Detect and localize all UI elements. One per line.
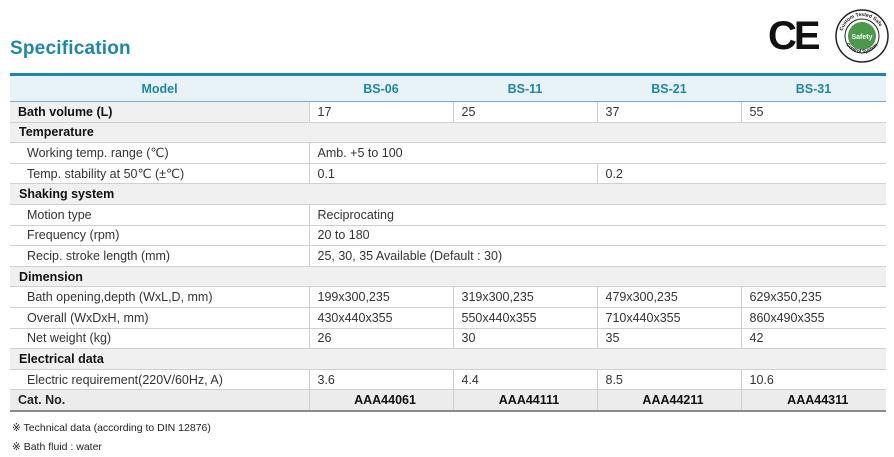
column-header-bs06: BS-06 [309,74,453,102]
cell-value: 3.6 [308,369,453,391]
cell-value: 30 [452,328,597,350]
row-label: Net weight (kg) [10,328,309,350]
cell-value: 26 [308,328,453,350]
row-label: Bath volume (L) [10,101,309,123]
cell-value: 319x300,235 [452,286,597,308]
row-cat-no: Cat. No. AAA44061 AAA44111 AAA44211 AAA4… [10,389,886,412]
section-label: Shaking system [10,183,886,205]
cell-value: 430x440x355 [308,307,453,329]
cell-value: 550x440x355 [452,307,597,329]
column-header-bs31: BS-31 [741,74,886,102]
row-overall: Overall (WxDxH, mm) 430x440x355 550x440x… [10,307,886,329]
page-title: Specification [10,38,131,59]
column-header-model: Model [10,74,309,102]
row-label: Temp. stability at 50℃ (±℃) [10,163,309,185]
cell-value: 55 [740,101,886,123]
cell-value: 20 to 180 [308,225,886,247]
cell-value: 479x300,235 [596,286,741,308]
footnote-technical-data: ※ Technical data (according to DIN 12876… [12,422,211,434]
section-row-dimension: Dimension [10,266,886,288]
cell-value: 25 [452,101,597,123]
row-label: Motion type [10,204,309,226]
cell-value: 42 [740,328,886,350]
cell-value: 37 [596,101,741,123]
cell-value: 629x350,235 [740,286,886,308]
column-header-bs11: BS-11 [453,74,597,102]
cell-value: 710x440x355 [596,307,741,329]
cell-value: 35 [596,328,741,350]
row-label: Cat. No. [10,389,309,412]
row-bath-opening: Bath opening,depth (WxL,D, mm) 199x300,2… [10,286,886,308]
svg-text:Safety: Safety [851,34,872,41]
row-motion-type: Motion type Reciprocating [10,204,886,226]
column-header-bs21: BS-21 [597,74,741,102]
cell-value: 10.6 [740,369,886,391]
row-stroke-length: Recip. stroke length (mm) 25, 30, 35 Ava… [10,245,886,267]
specification-table: Model BS-06 BS-11 BS-21 BS-31 Bath volum… [10,73,886,412]
row-label: Bath opening,depth (WxL,D, mm) [10,286,309,308]
footnotes: ※ Technical data (according to DIN 12876… [12,419,211,457]
row-label: Overall (WxDxH, mm) [10,307,309,329]
cell-value: 17 [308,101,453,123]
cell-value: Reciprocating [308,204,886,226]
section-label: Dimension [10,266,886,288]
cell-value: 0.1 [308,163,597,185]
cat-no-cell: AAA44311 [740,389,886,412]
row-label: Electric requirement(220V/60Hz, A) [10,369,309,391]
row-label: Frequency (rpm) [10,225,309,247]
cell-value: 199x300,235 [308,286,453,308]
cat-no-cell: AAA44111 [452,389,597,412]
ce-mark-logo: CE [768,14,821,58]
cat-no-cell: AAA44211 [596,389,741,412]
row-temp-stability: Temp. stability at 50℃ (±℃) 0.1 0.2 [10,163,886,185]
section-row-temperature: Temperature [10,122,886,144]
table-header-row: Model BS-06 BS-11 BS-21 BS-31 [10,74,886,102]
row-working-temp-range: Working temp. range (℃) Amb. +5 to 100 [10,142,886,164]
cell-value: 4.4 [452,369,597,391]
section-row-electrical-data: Electrical data [10,348,886,370]
cell-value: 860x490x355 [740,307,886,329]
row-label: Recip. stroke length (mm) [10,245,309,267]
cell-value: 8.5 [596,369,741,391]
cell-value: 0.2 [596,163,886,185]
section-label: Temperature [10,122,886,144]
cat-no-cell: AAA44061 [308,389,453,412]
cell-value: 25, 30, 35 Available (Default : 30) [308,245,886,267]
row-electric-requirement: Electric requirement(220V/60Hz, A) 3.6 4… [10,369,886,391]
cell-value: Amb. +5 to 100 [308,142,886,164]
safety-seal-logo: Safety Custom Tested Safe Control System [835,9,889,63]
section-row-shaking-system: Shaking system [10,183,886,205]
row-net-weight: Net weight (kg) 26 30 35 42 [10,328,886,350]
row-label: Working temp. range (℃) [10,142,309,164]
row-frequency: Frequency (rpm) 20 to 180 [10,225,886,247]
row-bath-volume: Bath volume (L) 17 25 37 55 [10,101,886,123]
footnote-bath-fluid: ※ Bath fluid : water [12,441,102,453]
section-label: Electrical data [10,348,886,370]
